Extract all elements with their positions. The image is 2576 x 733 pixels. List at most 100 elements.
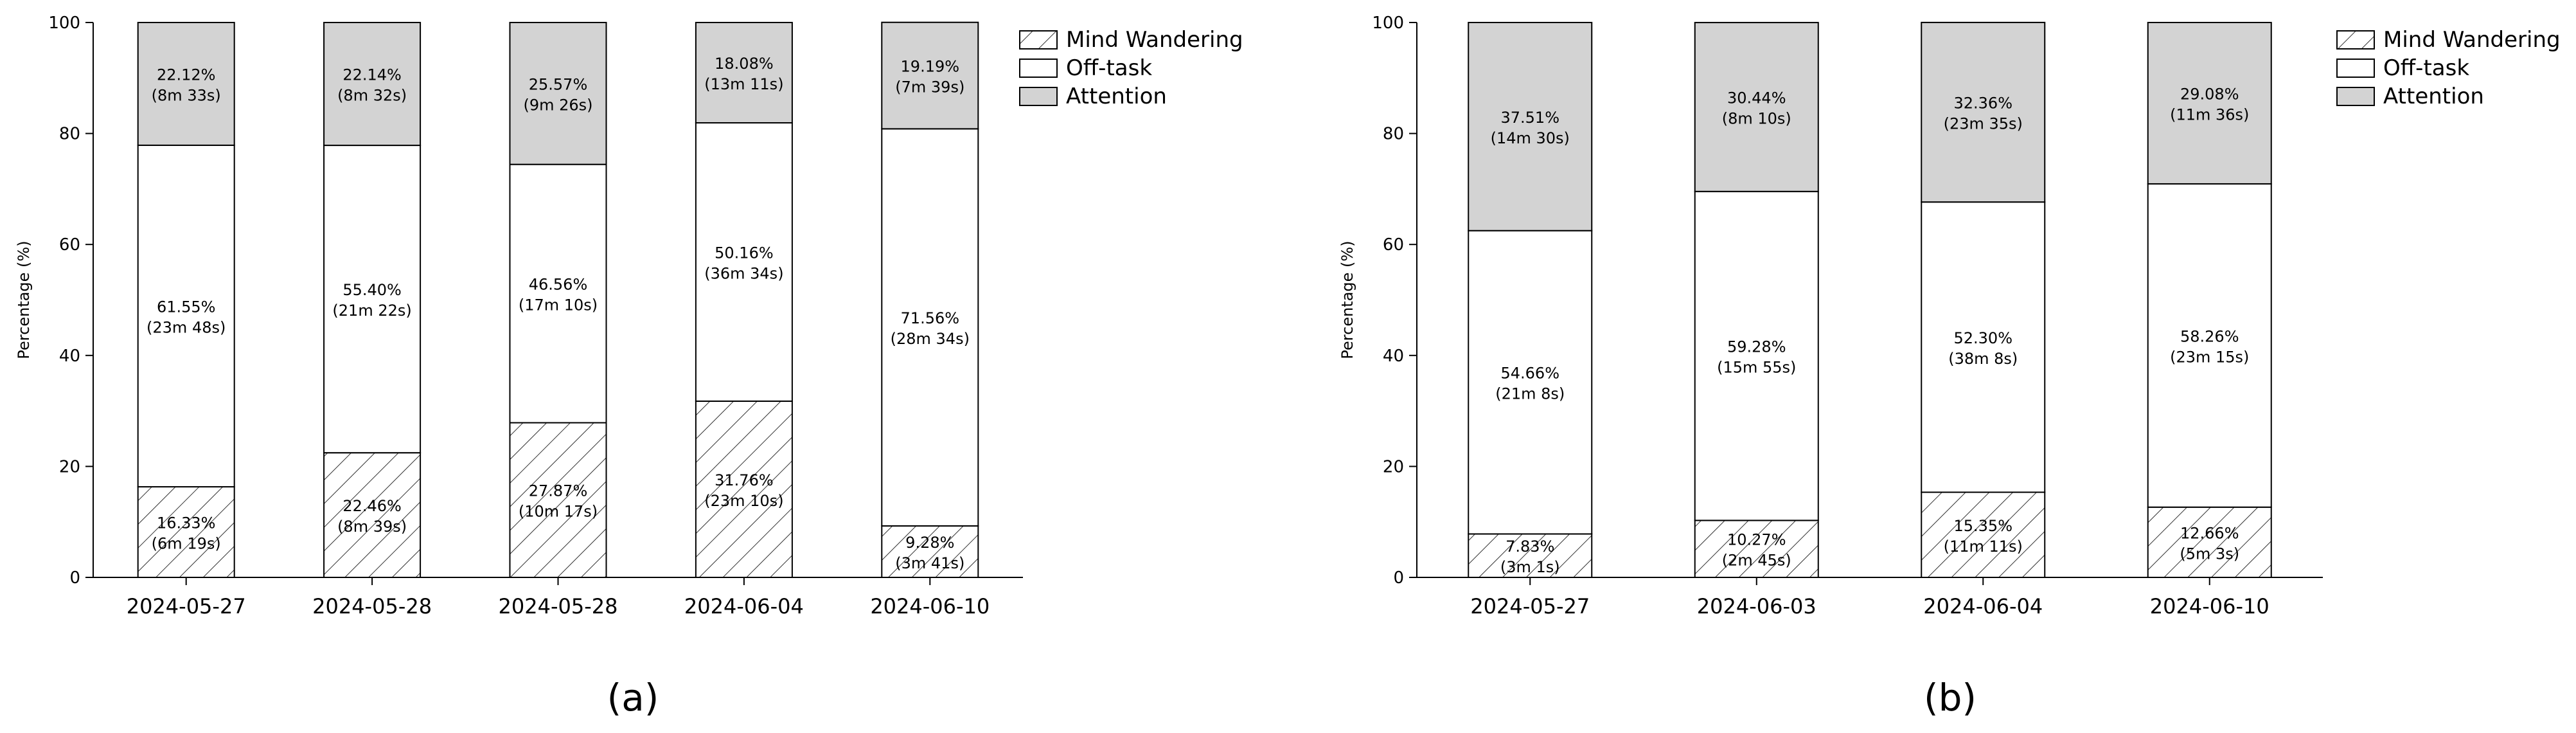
legend-swatch <box>2336 59 2375 78</box>
y-tick-label: 0 <box>69 568 80 588</box>
bar-duration-label: (8m 39s) <box>337 518 407 536</box>
bar-duration-label: (2m 45s) <box>1722 552 1791 570</box>
bar-duration-label: (6m 19s) <box>152 535 221 553</box>
legend-label: Off-task <box>2383 55 2469 81</box>
bar-duration-label: (14m 30s) <box>1491 129 1570 147</box>
y-tick-label: 60 <box>59 235 80 255</box>
y-tick-label: 60 <box>1383 235 1404 255</box>
bar-percent-label: 50.16% <box>715 244 774 262</box>
y-tick-label: 80 <box>1383 125 1404 144</box>
bar-duration-label: (7m 39s) <box>895 78 964 96</box>
x-tick-label: 2024-06-10 <box>870 594 990 619</box>
bar-segment <box>137 486 235 578</box>
bar-segment <box>695 22 793 124</box>
panel-label: (a) <box>607 676 659 719</box>
y-tick-label: 40 <box>1383 347 1404 366</box>
legend-swatch <box>2336 87 2375 106</box>
bar-percent-label: 12.66% <box>2180 524 2239 542</box>
bar-percent-label: 22.14% <box>342 66 402 84</box>
bar-segment <box>881 128 979 527</box>
bar-duration-label: (8m 32s) <box>337 87 407 105</box>
bar-percent-label: 31.76% <box>715 471 774 489</box>
bar-duration-label: (8m 10s) <box>1722 109 1791 127</box>
legend-label: Mind Wandering <box>1066 27 1243 53</box>
chart-panel-b: 0 20 40 60 80 100 Percentage (%) 7.83% (3m 1s) 54… <box>1338 14 2561 719</box>
bar-segment <box>2147 506 2272 578</box>
bar-percent-label: 25.57% <box>529 75 588 93</box>
legend-swatch <box>1019 30 1058 50</box>
bar-percent-label: 19.19% <box>901 58 960 76</box>
bar-percent-label: 58.26% <box>2180 327 2239 345</box>
x-tick-label: 2024-06-04 <box>684 594 804 619</box>
bar-percent-label: 22.12% <box>157 66 216 84</box>
bar-segment <box>509 22 607 165</box>
bar-percent-label: 37.51% <box>1500 109 1559 127</box>
y-tick-label: 80 <box>59 125 80 144</box>
bar-duration-label: (23m 48s) <box>147 318 226 336</box>
bar-segment <box>2147 22 2272 185</box>
x-tick-label: 2024-06-10 <box>2150 594 2270 619</box>
bar-percent-label: 15.35% <box>1953 517 2012 535</box>
bar-percent-label: 71.56% <box>901 309 960 327</box>
bar-duration-label: (28m 34s) <box>891 330 970 348</box>
bar-segment <box>1921 201 2046 493</box>
bar-duration-label: (21m 22s) <box>332 302 411 320</box>
bar-duration-label: (5m 3s) <box>2180 545 2239 563</box>
bar-percent-label: 27.87% <box>529 482 588 500</box>
x-tick-label: 2024-06-04 <box>1923 594 2043 619</box>
legend-swatch <box>1019 87 1058 106</box>
bar-segment <box>881 21 979 130</box>
bar-duration-label: (23m 35s) <box>1944 115 2023 133</box>
bar-segment <box>509 422 607 578</box>
bar-percent-label: 30.44% <box>1727 89 1786 107</box>
bar-percent-label: 9.28% <box>905 534 954 552</box>
bar-percent-label: 61.55% <box>157 298 216 316</box>
y-tick-label: 100 <box>48 14 80 33</box>
legend-label: Attention <box>2383 84 2484 109</box>
bar-percent-label: 29.08% <box>2180 85 2239 103</box>
bar-segment <box>1694 520 1819 578</box>
bar-duration-label: (23m 15s) <box>2170 348 2249 366</box>
y-tick-label: 40 <box>59 347 80 366</box>
bar-segment <box>1921 491 2046 578</box>
bar-segment <box>695 122 793 402</box>
bar-duration-label: (36m 34s) <box>704 264 783 282</box>
bar-percent-label: 18.08% <box>715 55 774 73</box>
bar-duration-label: (23m 10s) <box>704 492 783 510</box>
legend-label: Attention <box>1066 84 1167 109</box>
bar-percent-label: 59.28% <box>1727 338 1786 356</box>
bar-segment <box>509 163 607 424</box>
bar-duration-label: (21m 8s) <box>1495 385 1565 403</box>
bar-segment <box>1468 22 1593 231</box>
legend-label: Mind Wandering <box>2383 27 2561 53</box>
bar-segment <box>323 145 422 454</box>
y-axis-label: Percentage (%) <box>1338 240 1356 359</box>
bar-duration-label: (8m 33s) <box>152 86 221 104</box>
legend-swatch <box>2336 30 2375 50</box>
y-axis-label: Percentage (%) <box>15 240 33 359</box>
bar-segment <box>137 144 235 488</box>
bar-percent-label: 16.33% <box>157 514 216 532</box>
bar-duration-label: (17m 10s) <box>519 296 598 314</box>
bar-percent-label: 10.27% <box>1727 531 1786 549</box>
legend-swatch <box>1019 59 1058 78</box>
y-tick-label: 0 <box>1393 568 1404 588</box>
legend-label: Off-task <box>1066 55 1152 81</box>
x-tick-label: 2024-05-28 <box>312 594 432 619</box>
bar-duration-label: (15m 55s) <box>1717 359 1796 377</box>
bar-percent-label: 22.46% <box>342 497 402 515</box>
x-tick-label: 2024-05-28 <box>499 594 618 619</box>
bar-duration-label: (10m 17s) <box>519 503 598 521</box>
bar-segment <box>1694 190 1819 521</box>
chart-panel-a: 0 20 40 60 80 100 Percentage (%) 16.33% (6m 19s)… <box>15 14 1243 719</box>
y-tick-label: 100 <box>1372 14 1404 33</box>
bar-duration-label: (38m 8s) <box>1948 350 2018 368</box>
x-tick-label: 2024-05-27 <box>127 594 246 619</box>
bar-duration-label: (11m 11s) <box>1944 538 2023 556</box>
bar-percent-label: 55.40% <box>342 281 402 299</box>
bar-segment <box>137 22 235 146</box>
bar-duration-label: (11m 36s) <box>2170 105 2249 123</box>
